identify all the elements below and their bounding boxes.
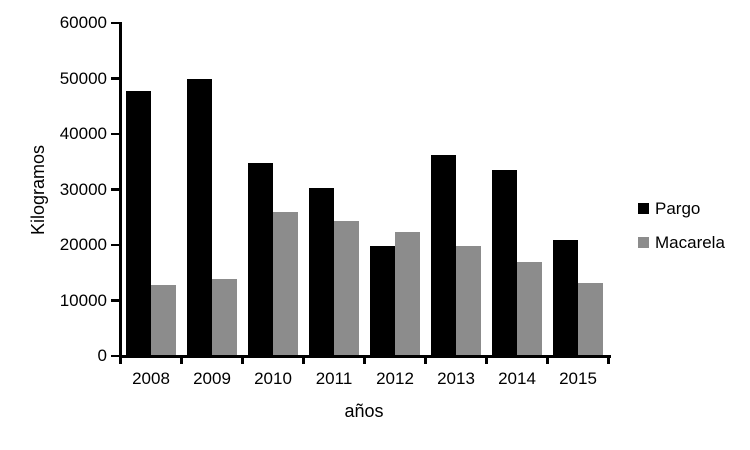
bar-pargo-2014: [492, 170, 518, 356]
x-tick: [119, 356, 122, 364]
x-tick: [302, 356, 305, 364]
bar-macarela-2010: [273, 211, 299, 356]
y-tick: [110, 354, 119, 358]
x-tick: [424, 356, 427, 364]
bar-macarela-2008: [151, 284, 177, 356]
bar-pargo-2015: [553, 240, 579, 356]
x-tick: [485, 356, 488, 364]
legend-item-macarela: Macarela: [638, 234, 725, 251]
x-tick-label-2013: 2013: [437, 369, 475, 388]
y-tick: [110, 77, 119, 80]
x-tick: [546, 356, 549, 364]
x-tick: [241, 356, 244, 364]
bar-pargo-2013: [431, 155, 457, 356]
x-axis-title: años: [344, 401, 384, 421]
bar-pargo-2010: [248, 162, 274, 356]
bar-macarela-2015: [578, 282, 604, 356]
x-tick-label-2014: 2014: [498, 369, 536, 388]
y-axis-line: [118, 22, 122, 358]
y-tick-label-10000: 10000: [59, 290, 107, 310]
x-axis-line: [118, 355, 611, 358]
y-tick: [110, 188, 119, 191]
bar-pargo-2009: [187, 78, 213, 356]
bar-macarela-2013: [456, 245, 482, 356]
x-tick-label-2011: 2011: [315, 369, 353, 388]
bar-macarela-2014: [517, 262, 543, 356]
y-tick-label-20000: 20000: [59, 235, 107, 254]
x-tick-label-2010: 2010: [254, 369, 292, 388]
bar-macarela-2009: [212, 279, 238, 356]
legend-item-pargo: Pargo: [638, 200, 725, 217]
legend-label-macarela: Macarela: [655, 233, 725, 252]
y-tick: [110, 299, 119, 302]
x-tick-label-2012: 2012: [376, 369, 414, 388]
y-tick-label-30000: 30000: [59, 179, 107, 199]
bar-pargo-2012: [370, 245, 396, 356]
legend: Pargo Macarela: [638, 200, 725, 251]
bar-macarela-2011: [334, 221, 360, 356]
y-tick-label-40000: 40000: [59, 124, 107, 143]
y-tick: [110, 243, 119, 247]
y-tick: [110, 132, 119, 136]
x-tick: [180, 356, 183, 364]
bar-macarela-2012: [395, 231, 421, 356]
y-tick-label-0: 0: [97, 346, 107, 365]
y-tick: [110, 21, 119, 25]
bar-pargo-2011: [309, 187, 335, 356]
bar-pargo-2008: [126, 90, 152, 356]
legend-swatch-pargo: [638, 203, 649, 214]
x-tick: [607, 356, 610, 364]
y-axis-title: Kilogramos: [28, 144, 48, 236]
legend-swatch-macarela: [638, 237, 649, 248]
x-tick: [363, 356, 366, 364]
legend-label-pargo: Pargo: [655, 199, 701, 218]
y-tick-label-50000: 50000: [59, 68, 107, 88]
x-tick-label-2015: 2015: [559, 369, 597, 388]
y-tick-label-60000: 60000: [59, 13, 107, 32]
x-tick-label-2008: 2008: [132, 369, 170, 388]
x-tick-label-2009: 2009: [193, 369, 231, 388]
